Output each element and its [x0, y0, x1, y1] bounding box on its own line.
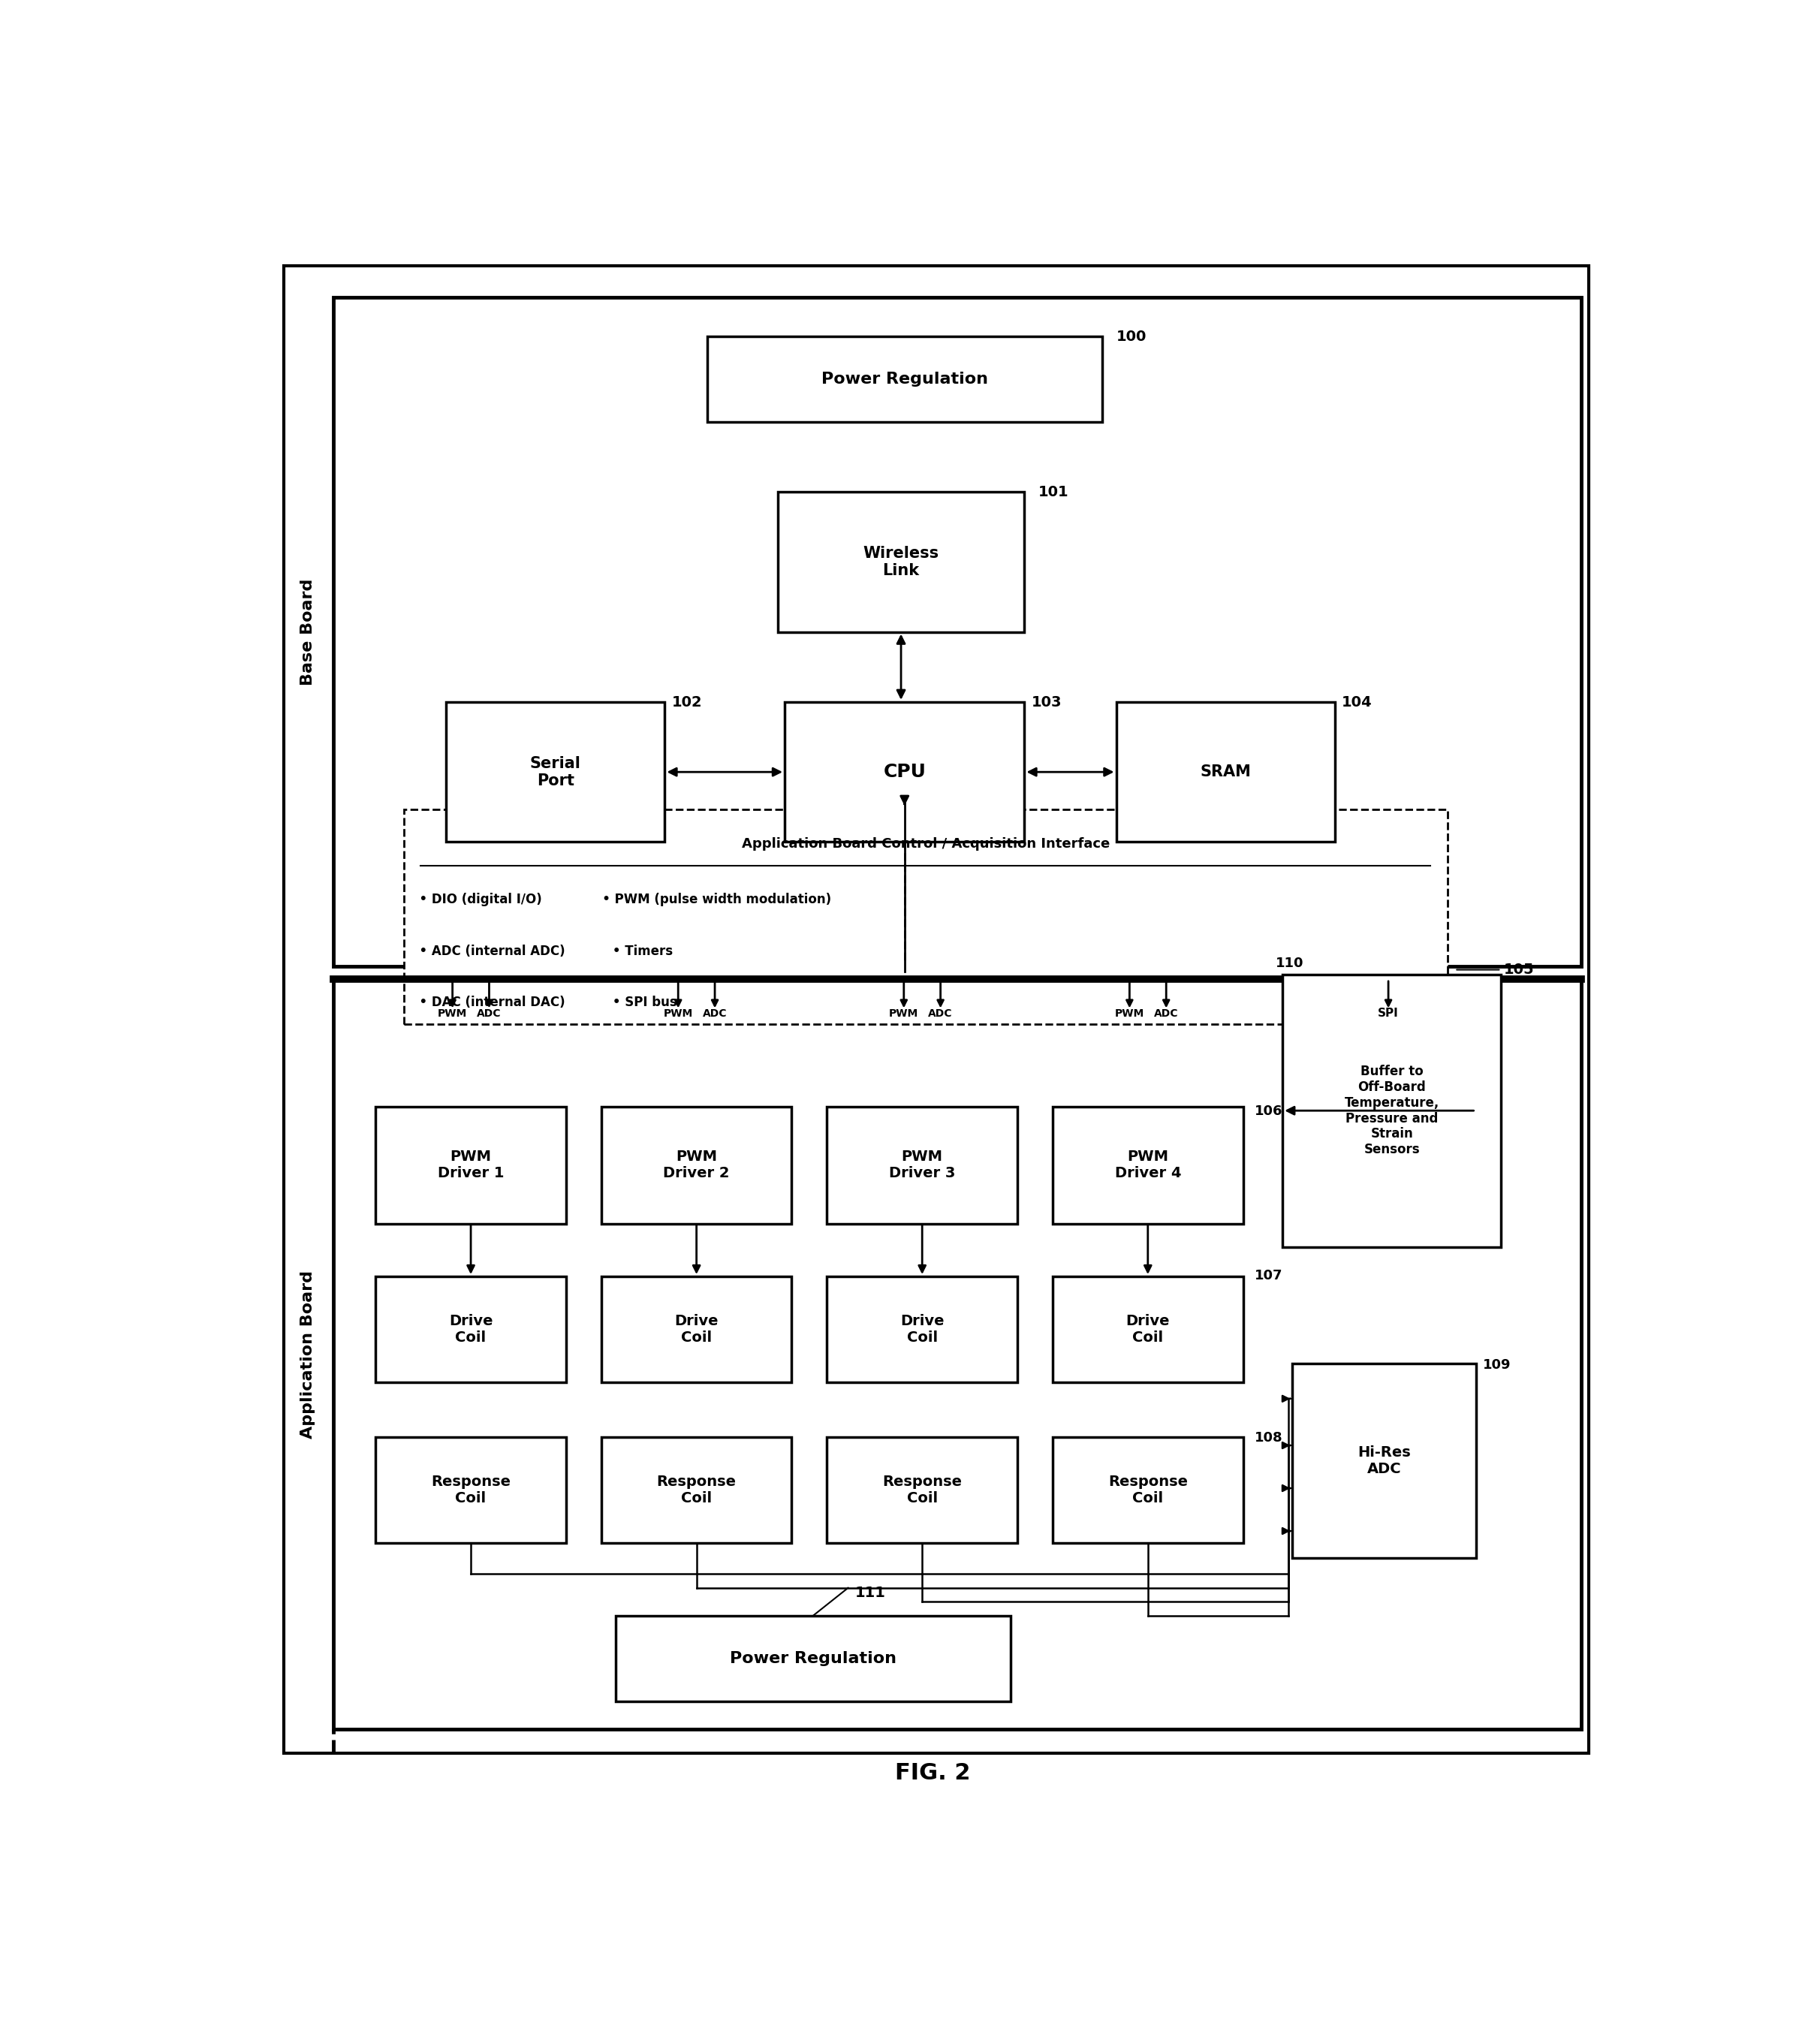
Bar [404, 809, 1447, 1025]
Text: PWM
Driver 1: PWM Driver 1 [437, 1151, 504, 1181]
Text: PWM: PWM [890, 1009, 919, 1019]
Text: 105: 105 [1503, 962, 1534, 977]
Bar [1116, 702, 1334, 841]
Text: 111: 111 [855, 1585, 886, 1599]
Text: CPU: CPU [883, 762, 926, 780]
Text: Hi-Res
ADC: Hi-Res ADC [1358, 1446, 1411, 1476]
Text: Drive
Coil: Drive Coil [1127, 1314, 1170, 1345]
Text: ADC: ADC [477, 1009, 501, 1019]
Text: 108: 108 [1254, 1432, 1283, 1444]
Text: Power Regulation: Power Regulation [821, 372, 988, 386]
Bar [1052, 1438, 1243, 1543]
Text: Response
Coil: Response Coil [657, 1474, 737, 1504]
Text: Drive
Coil: Drive Coil [901, 1314, 945, 1345]
Bar [1292, 1363, 1476, 1559]
Text: SPI: SPI [1378, 1007, 1400, 1019]
Text: 100: 100 [1116, 330, 1147, 344]
Text: FIG. 2: FIG. 2 [895, 1763, 970, 1783]
Text: Response
Coil: Response Coil [883, 1474, 963, 1504]
Text: Application Board: Application Board [300, 1270, 315, 1438]
Bar [1283, 975, 1501, 1248]
Text: Drive
Coil: Drive Coil [675, 1314, 719, 1345]
Bar [1052, 1106, 1243, 1223]
Text: Wireless
Link: Wireless Link [863, 546, 939, 578]
Bar [375, 1106, 566, 1223]
Text: • DIO (digital I/O)              • PWM (pulse width modulation): • DIO (digital I/O) • PWM (pulse width m… [411, 894, 832, 906]
Text: SRAM: SRAM [1199, 764, 1250, 780]
Text: 106: 106 [1254, 1104, 1283, 1118]
Bar [333, 297, 1582, 967]
Text: PWM: PWM [439, 1009, 468, 1019]
Text: Drive
Coil: Drive Coil [450, 1314, 493, 1345]
Text: ADC: ADC [928, 1009, 952, 1019]
Text: 110: 110 [1276, 956, 1303, 971]
Text: Buffer to
Off-Board
Temperature,
Pressure and
Strain
Sensors: Buffer to Off-Board Temperature, Pressur… [1345, 1066, 1440, 1157]
Bar [601, 1276, 792, 1383]
Text: 109: 109 [1483, 1359, 1511, 1371]
Text: • ADC (internal ADC)           • Timers: • ADC (internal ADC) • Timers [411, 944, 673, 958]
Bar [777, 491, 1025, 631]
Bar [375, 1276, 566, 1383]
Text: 101: 101 [1039, 485, 1068, 499]
Bar [826, 1106, 1017, 1223]
Bar [333, 979, 1582, 1729]
Bar [601, 1438, 792, 1543]
Text: Application Board Control / Acquisition Interface: Application Board Control / Acquisition … [743, 837, 1110, 851]
Text: PWM
Driver 3: PWM Driver 3 [888, 1151, 956, 1181]
Text: ADC: ADC [703, 1009, 726, 1019]
Text: Power Regulation: Power Regulation [730, 1652, 895, 1666]
Text: 102: 102 [672, 696, 703, 710]
Text: PWM: PWM [664, 1009, 693, 1019]
Text: • DAC (internal DAC)           • SPI bus: • DAC (internal DAC) • SPI bus [411, 995, 677, 1009]
Bar [375, 1438, 566, 1543]
Text: 103: 103 [1032, 696, 1061, 710]
Bar [784, 702, 1025, 841]
Text: Response
Coil: Response Coil [1108, 1474, 1188, 1504]
Bar [601, 1106, 792, 1223]
Text: Serial
Port: Serial Port [530, 756, 581, 789]
Bar [826, 1276, 1017, 1383]
Text: 107: 107 [1254, 1270, 1283, 1282]
Text: Base Board: Base Board [300, 578, 315, 685]
Bar [615, 1616, 1010, 1701]
Text: 104: 104 [1341, 696, 1372, 710]
Bar [826, 1438, 1017, 1543]
Text: Response
Coil: Response Coil [431, 1474, 511, 1504]
Text: PWM: PWM [1116, 1009, 1145, 1019]
Text: PWM
Driver 4: PWM Driver 4 [1114, 1151, 1181, 1181]
Bar [1052, 1276, 1243, 1383]
Text: ADC: ADC [1154, 1009, 1178, 1019]
Bar [706, 336, 1103, 423]
Text: PWM
Driver 2: PWM Driver 2 [662, 1151, 730, 1181]
Bar [446, 702, 664, 841]
